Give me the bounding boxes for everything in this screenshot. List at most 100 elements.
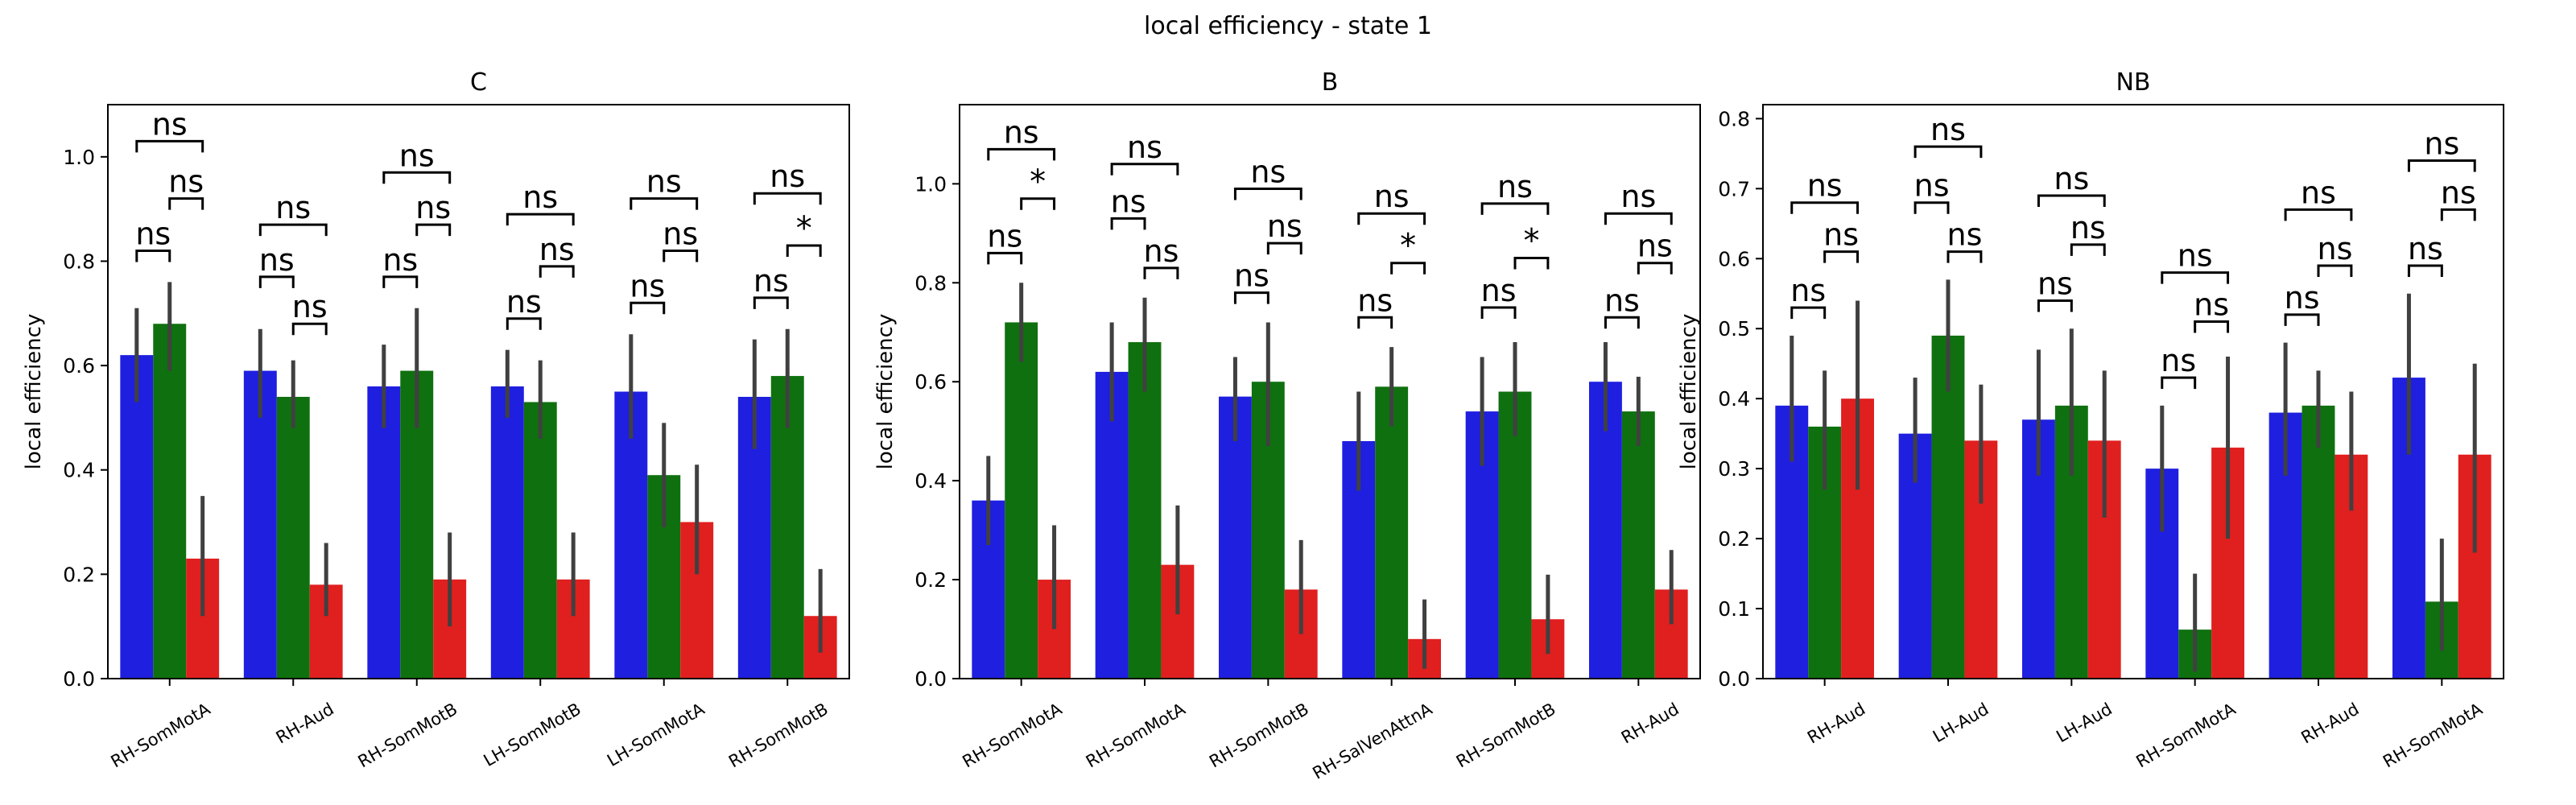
significance-bracket: [506, 317, 542, 330]
significance-bracket: [1020, 197, 1056, 210]
significance-bracket: [2070, 243, 2106, 256]
x-tick-label: RH-SomMotB: [1453, 700, 1559, 772]
y-tick-label: 0.2: [1718, 527, 1750, 551]
y-tick-label: 0.6: [1718, 247, 1750, 270]
significance-bracket: [663, 249, 699, 262]
x-tick-label: RH-Aud: [1618, 700, 1682, 748]
bar: [1005, 322, 1038, 679]
significance-label: ns: [753, 263, 789, 299]
x-tick-label: RH-Aud: [273, 700, 337, 748]
chart-title: NB: [2116, 68, 2150, 97]
x-tick-label: RH-SomMotA: [108, 699, 214, 771]
significance-label: ns: [2301, 175, 2336, 210]
bar: [1128, 342, 1162, 679]
x-tick-label: RH-SomMotB: [355, 700, 461, 772]
significance-bracket: [539, 265, 575, 278]
significance-bracket: [382, 275, 419, 288]
bar: [243, 370, 277, 679]
significance-bracket: [1790, 306, 1827, 320]
x-tick-label: RH-SomMotA: [2133, 699, 2240, 771]
significance-bracket: [1110, 163, 1179, 175]
significance-label: ns: [2441, 175, 2476, 210]
significance-bracket: [291, 322, 328, 336]
x-tick-label: RH-Aud: [1804, 700, 1868, 748]
y-tick-label: 1.0: [914, 172, 947, 196]
bar: [490, 386, 524, 679]
significance-bracket: [258, 275, 295, 288]
significance-label: *: [1030, 163, 1046, 200]
y-tick-label: 0.0: [914, 667, 947, 691]
y-tick-label: 0.8: [914, 271, 947, 295]
significance-label: ns: [2178, 238, 2213, 274]
significance-label: ns: [1357, 283, 1393, 318]
bar: [1498, 391, 1532, 679]
significance-bracket: [2284, 208, 2353, 221]
x-tick-label: LH-Aud: [2053, 700, 2115, 747]
significance-bracket: [2161, 271, 2230, 284]
x-tick-label: RH-Aud: [2298, 700, 2363, 748]
significance-label: ns: [1111, 184, 1146, 219]
significance-bracket: [1790, 201, 1860, 214]
x-tick-label: LH-Aud: [1930, 700, 1992, 747]
significance-label: ns: [1807, 168, 1843, 204]
significance-bracket: [1823, 250, 1860, 263]
significance-bracket: [1357, 316, 1393, 329]
significance-label: ns: [506, 284, 542, 320]
chart-title: C: [470, 68, 487, 97]
significance-label: ns: [1250, 154, 1286, 189]
significance-label: ns: [1790, 273, 1826, 308]
significance-label: ns: [1143, 233, 1179, 269]
significance-bracket: [135, 249, 171, 262]
y-tick-label: 0.8: [1718, 107, 1750, 130]
significance-label: ns: [275, 190, 311, 225]
y-tick-label: 1.0: [63, 146, 95, 169]
x-tick-label: RH-SomMotB: [1206, 700, 1312, 772]
y-tick-label: 0.4: [914, 469, 947, 493]
significance-label: ns: [135, 216, 171, 251]
y-tick-label: 0.5: [1718, 317, 1750, 341]
x-tick-label: RH-SalVenAttnA: [1309, 699, 1435, 783]
plot-frame: [959, 104, 1701, 679]
significance-label: ns: [1481, 273, 1517, 308]
y-tick-label: 0.2: [914, 568, 947, 592]
significance-label: ns: [1604, 283, 1640, 318]
significance-bracket: [1233, 291, 1269, 304]
y-tick-label: 0.0: [63, 667, 95, 691]
significance-label: ns: [1637, 229, 1673, 264]
significance-bracket: [2440, 208, 2476, 221]
significance-bracket: [1266, 242, 1302, 255]
significance-bracket: [1946, 250, 1983, 263]
bar: [614, 391, 648, 679]
significance-bracket: [630, 197, 699, 210]
significance-label: ns: [2408, 231, 2443, 266]
significance-bracket: [2037, 194, 2106, 208]
significance-bracket: [987, 251, 1023, 265]
x-tick-label: RH-SomMotA: [960, 699, 1066, 771]
significance-label: ns: [399, 138, 435, 173]
significance-label: ns: [1823, 217, 1859, 253]
y-tick-label: 0.0: [1718, 667, 1750, 691]
significance-bracket: [1390, 262, 1426, 275]
y-tick-label: 0.4: [63, 459, 95, 482]
significance-label: ns: [1374, 179, 1410, 214]
significance-label: *: [1523, 223, 1539, 260]
significance-bracket: [1913, 145, 1983, 159]
significance-label: ns: [663, 216, 698, 251]
figure-title: local efficiency - state 1: [1144, 12, 1432, 40]
plot-frame: [107, 104, 850, 679]
y-tick-label: 0.7: [1718, 177, 1750, 200]
significance-label: ns: [1127, 130, 1162, 165]
significance-bracket: [1110, 217, 1146, 230]
significance-bracket: [753, 296, 789, 309]
significance-label: ns: [292, 289, 328, 324]
bar: [523, 402, 557, 679]
significance-label: ns: [1004, 114, 1039, 150]
significance-bracket: [1637, 262, 1673, 275]
significance-bracket: [786, 244, 822, 258]
significance-label: ns: [1620, 179, 1656, 214]
y-tick-label: 0.8: [63, 250, 95, 273]
plot-frame: [1762, 104, 2504, 679]
significance-bracket: [753, 192, 822, 205]
